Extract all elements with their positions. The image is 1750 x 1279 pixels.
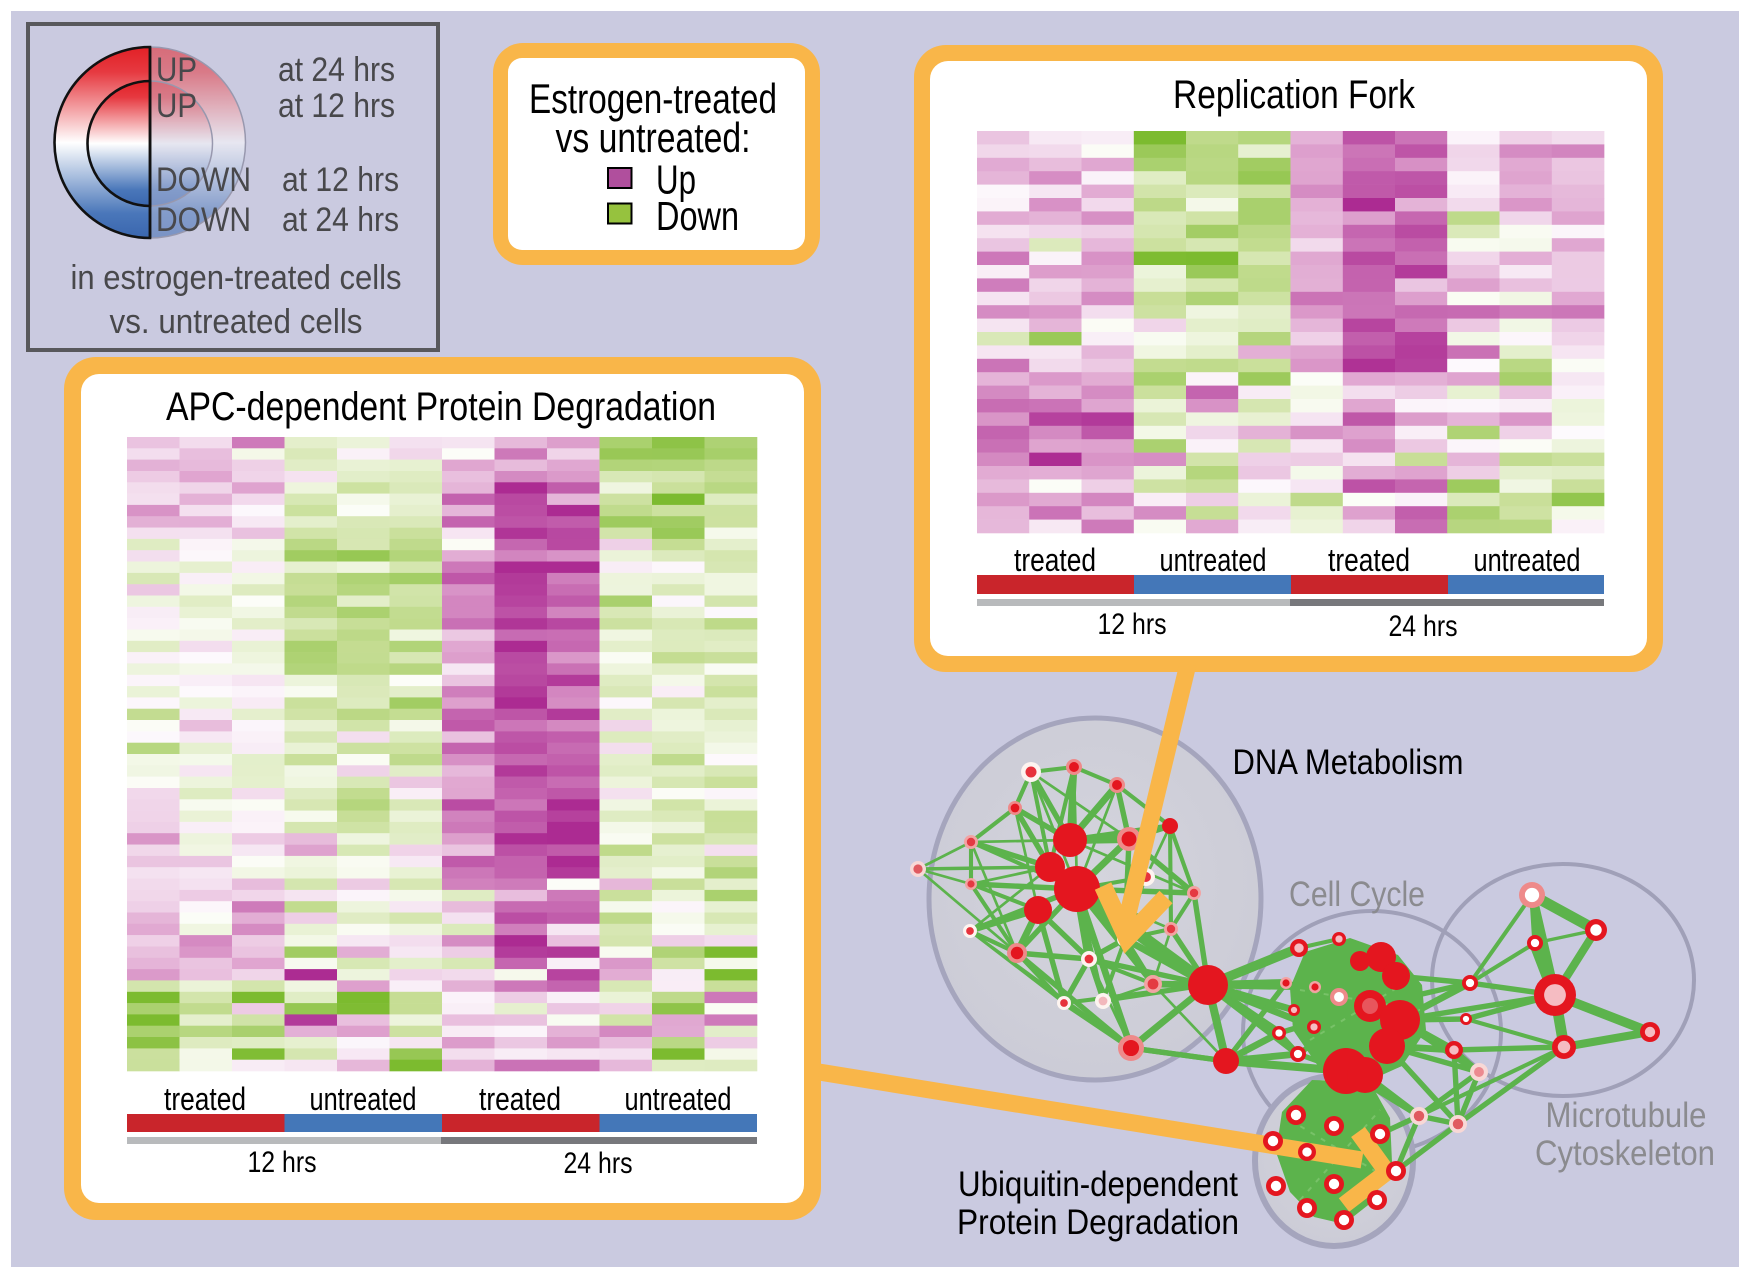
svg-text:Cell Cycle: Cell Cycle bbox=[1289, 875, 1425, 914]
svg-text:at 24 hrs: at 24 hrs bbox=[282, 201, 399, 239]
svg-text:UP: UP bbox=[156, 87, 197, 125]
svg-text:Protein Degradation: Protein Degradation bbox=[957, 1203, 1239, 1242]
svg-text:at 12 hrs: at 12 hrs bbox=[282, 161, 399, 199]
svg-text:treated: treated bbox=[1328, 542, 1410, 578]
svg-text:APC-dependent Protein Degradat: APC-dependent Protein Degradation bbox=[166, 385, 716, 429]
svg-text:DNA Metabolism: DNA Metabolism bbox=[1233, 743, 1464, 782]
svg-text:treated: treated bbox=[1014, 542, 1096, 578]
svg-text:treated: treated bbox=[164, 1081, 246, 1117]
svg-text:at 24 hrs: at 24 hrs bbox=[278, 51, 395, 89]
svg-text:vs untreated:: vs untreated: bbox=[556, 114, 751, 161]
svg-text:untreated: untreated bbox=[625, 1081, 732, 1117]
svg-text:DOWN: DOWN bbox=[156, 161, 251, 199]
svg-text:24 hrs: 24 hrs bbox=[1389, 610, 1458, 643]
svg-text:UP: UP bbox=[156, 51, 197, 89]
svg-text:Microtubule: Microtubule bbox=[1546, 1096, 1707, 1135]
svg-text:Replication Fork: Replication Fork bbox=[1173, 73, 1416, 117]
svg-text:vs. untreated cells: vs. untreated cells bbox=[110, 303, 363, 341]
svg-text:DOWN: DOWN bbox=[156, 201, 251, 239]
svg-text:in estrogen-treated cells: in estrogen-treated cells bbox=[71, 259, 402, 297]
svg-text:untreated: untreated bbox=[1160, 542, 1267, 578]
svg-text:untreated: untreated bbox=[310, 1081, 417, 1117]
svg-text:treated: treated bbox=[479, 1081, 561, 1117]
svg-text:at 12 hrs: at 12 hrs bbox=[278, 87, 395, 125]
svg-text:Cytoskeleton: Cytoskeleton bbox=[1535, 1134, 1715, 1173]
svg-text:untreated: untreated bbox=[1474, 542, 1581, 578]
svg-text:24 hrs: 24 hrs bbox=[564, 1147, 633, 1180]
svg-text:Down: Down bbox=[656, 193, 739, 239]
svg-text:Up: Up bbox=[656, 157, 696, 203]
svg-text:Ubiquitin-dependent: Ubiquitin-dependent bbox=[958, 1165, 1238, 1204]
svg-text:Estrogen-treated: Estrogen-treated bbox=[529, 75, 777, 122]
svg-text:12 hrs: 12 hrs bbox=[248, 1146, 317, 1179]
svg-text:12 hrs: 12 hrs bbox=[1098, 608, 1167, 641]
